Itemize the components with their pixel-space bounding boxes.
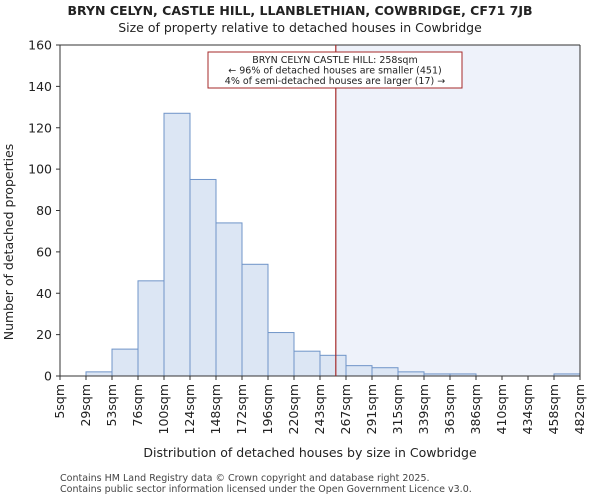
x-tick-label: 363sqm — [442, 384, 457, 434]
x-tick-label: 291sqm — [364, 384, 379, 434]
highlight-region — [335, 45, 580, 376]
histogram-bar — [111, 348, 139, 377]
y-axis-label: Number of detached properties — [1, 144, 16, 341]
histogram-bar — [163, 112, 191, 377]
x-tick-label: 458sqm — [546, 384, 561, 434]
x-tick-label: 434sqm — [520, 384, 535, 434]
y-tick-label: 160 — [28, 38, 52, 53]
footer-copyright: Contains HM Land Registry data © Crown c… — [60, 473, 430, 484]
histogram-bar — [345, 365, 373, 377]
footer: Contains HM Land Registry data © Crown c… — [60, 473, 472, 495]
annotation-smaller: ← 96% of detached houses are smaller (45… — [228, 66, 441, 77]
histogram-bar — [241, 263, 269, 377]
x-tick-label: 76sqm — [130, 384, 145, 427]
x-axis-label: Distribution of detached houses by size … — [143, 445, 477, 460]
histogram-bar — [319, 354, 347, 377]
x-tick-label: 172sqm — [234, 384, 249, 434]
y-tick-label: 60 — [36, 244, 52, 259]
y-tick-label: 40 — [36, 286, 52, 301]
x-tick-label: 339sqm — [416, 384, 431, 434]
footer-licence: Contains public sector information licen… — [60, 484, 472, 495]
histogram-bar — [397, 371, 425, 377]
y-tick-label: 80 — [36, 203, 52, 218]
histogram-bar — [85, 371, 113, 377]
histogram-bar — [371, 367, 399, 377]
chart-title: BRYN CELYN, CASTLE HILL, LLANBLETHIAN, C… — [67, 3, 533, 18]
histogram-bar — [137, 280, 165, 377]
histogram-bar — [293, 350, 321, 377]
x-tick-label: 100sqm — [156, 384, 171, 434]
annotation-title: BRYN CELYN CASTLE HILL: 258sqm — [252, 55, 417, 66]
x-tick-label: 148sqm — [208, 384, 223, 434]
x-tick-label: 29sqm — [78, 384, 93, 427]
x-tick-label: 5sqm — [52, 384, 67, 419]
y-tick-label: 140 — [28, 79, 52, 94]
y-tick-label: 20 — [36, 327, 52, 342]
x-tick-label: 482sqm — [572, 384, 587, 434]
histogram-bar — [267, 332, 295, 377]
x-tick-label: 220sqm — [286, 384, 301, 434]
histogram-bar — [189, 178, 217, 377]
y-tick-label: 0 — [44, 369, 52, 384]
x-tick-label: 243sqm — [312, 384, 327, 434]
histogram-bar — [215, 222, 243, 377]
y-tick-label: 100 — [28, 162, 52, 177]
x-tick-label: 386sqm — [468, 384, 483, 434]
y-tick-label: 120 — [28, 120, 52, 135]
annotation-box — [207, 51, 463, 89]
x-tick-label: 53sqm — [104, 384, 119, 427]
x-tick-label: 315sqm — [390, 384, 405, 434]
x-tick-label: 124sqm — [182, 384, 197, 434]
x-tick-label: 267sqm — [338, 384, 353, 434]
annotation-larger: 4% of semi-detached houses are larger (1… — [225, 76, 445, 87]
x-tick-label: 196sqm — [260, 384, 275, 434]
x-tick-label: 410sqm — [494, 384, 509, 434]
chart-subtitle: Size of property relative to detached ho… — [118, 20, 482, 35]
